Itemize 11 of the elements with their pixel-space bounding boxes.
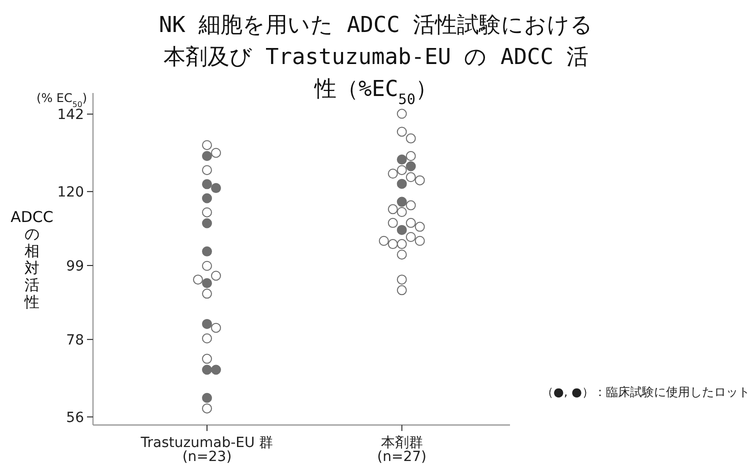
chart-title: NK 細胞を用いた ADCC 活性試験における本剤及び Trastuzumab-EU の ADCC 活性（%EC$_{50}$）: [158, 13, 594, 108]
y-tick-label: 78: [66, 332, 84, 348]
y-tick-label: 99: [66, 258, 84, 275]
text: (% EC$_{50}$): [36, 91, 87, 108]
x-tick-label: Trastuzumab-EU 群 (n=23): [140, 435, 274, 465]
y-tick-label: 120: [57, 184, 84, 201]
y-tick-label: 142: [57, 107, 84, 124]
y-tick-label: 56: [66, 410, 84, 426]
y-axis-title: ADCCの相対活性: [10, 208, 54, 311]
x-tick-label: 本剤群 (n=27): [377, 435, 427, 465]
text: （●, ●）：臨床試験に使用したロット: [541, 385, 750, 399]
